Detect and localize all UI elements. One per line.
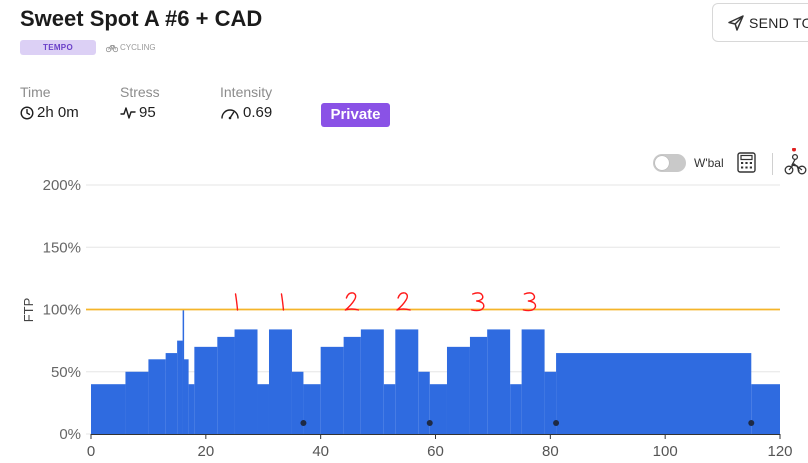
y-tick-label: 150%: [43, 239, 81, 256]
interval-block: [91, 384, 126, 434]
annotation-mark: [522, 292, 537, 312]
interval-marker: [300, 420, 307, 426]
interval-block: [182, 359, 189, 434]
interval-block: [125, 371, 149, 434]
interval-block: [303, 384, 321, 434]
stat-intensity-label: Intensity: [220, 84, 273, 100]
interval-block: [544, 371, 557, 434]
interval-marker: [748, 420, 755, 426]
wbal-label: W'bal: [694, 156, 724, 170]
interval-block: [751, 384, 780, 434]
interval-block: [360, 329, 384, 434]
annotation-mark: [280, 293, 285, 311]
interval-block: [148, 359, 166, 434]
annotation-mark: [470, 292, 485, 312]
workout-type-tag: TEMPO: [20, 40, 96, 55]
interval-block: [429, 384, 447, 434]
stat-intensity: Intensity 0.69: [220, 84, 272, 121]
sport-tag: CYCLING: [106, 40, 156, 55]
stat-stress-value: 95: [139, 104, 156, 121]
interval-block: [217, 336, 235, 434]
interval-block: [469, 336, 488, 434]
interval-block: [487, 329, 511, 434]
y-axis-label: FTP: [21, 298, 36, 323]
sport-tag-label: CYCLING: [120, 43, 156, 52]
annotation-mark: [344, 292, 360, 311]
stat-intensity-value: 0.69: [243, 104, 273, 121]
x-tick-label: 20: [197, 443, 214, 460]
clock-icon: [20, 105, 34, 120]
interval-marker: [553, 420, 560, 426]
interval-block: [188, 384, 195, 434]
interval-block: [257, 384, 269, 434]
interval-block: [291, 371, 304, 434]
rider-icon[interactable]: [784, 148, 808, 176]
annotation-text: 2: [401, 301, 402, 303]
interval-block: [510, 384, 522, 434]
x-tick-label: 60: [427, 443, 444, 460]
interval-block: [177, 340, 183, 434]
send-to-label: SEND TO: [749, 14, 808, 31]
toggle-knob: [655, 156, 669, 170]
interval-block: [446, 346, 470, 434]
gauge-icon: [221, 108, 239, 119]
interval-block: [165, 353, 178, 434]
stat-stress: Stress 95: [120, 84, 160, 121]
send-icon: [728, 14, 744, 31]
x-tick-label: 80: [542, 443, 559, 460]
annotation-mark: [234, 293, 239, 311]
workout-title: Sweet Spot A #6 + CAD: [20, 6, 263, 31]
toolbar-divider: [772, 153, 773, 175]
interval-block: [383, 384, 396, 434]
annotation-text: 1: [235, 301, 236, 303]
interval-marker: [426, 420, 433, 426]
calculator-icon[interactable]: [737, 152, 756, 173]
interval-block: [194, 346, 218, 434]
interval-block: [395, 329, 419, 434]
annotation-text: 2: [349, 301, 350, 303]
y-tick-label: 50%: [51, 364, 81, 381]
y-tick-label: 100%: [43, 302, 81, 319]
wbal-toggle[interactable]: [653, 154, 686, 172]
x-tick-label: 100: [653, 443, 678, 460]
stat-time-label: Time: [20, 84, 51, 100]
y-tick-label: 200%: [43, 177, 81, 194]
stat-stress-label: Stress: [120, 84, 160, 100]
annotation-mark: [396, 292, 411, 311]
bike-icon: [106, 44, 118, 52]
interval-block: [268, 329, 292, 434]
interval-block: [234, 329, 258, 434]
send-to-button[interactable]: SEND TO: [712, 3, 808, 42]
annotation-text: 1: [280, 301, 281, 303]
stat-time: Time 2h 0m: [20, 84, 79, 121]
interval-block: [521, 329, 545, 434]
x-tick-label: 40: [312, 443, 329, 460]
y-tick-label: 0%: [59, 426, 81, 443]
private-badge: Private: [321, 103, 390, 127]
x-tick-label: 0: [87, 443, 95, 460]
pulse-icon: [120, 106, 136, 119]
interval-block: [320, 346, 344, 434]
interval-block: [418, 371, 430, 434]
interval-block: [556, 353, 752, 434]
stat-time-value: 2h 0m: [37, 104, 79, 121]
interval-block: [343, 336, 361, 434]
x-tick-label: 120: [767, 443, 792, 460]
